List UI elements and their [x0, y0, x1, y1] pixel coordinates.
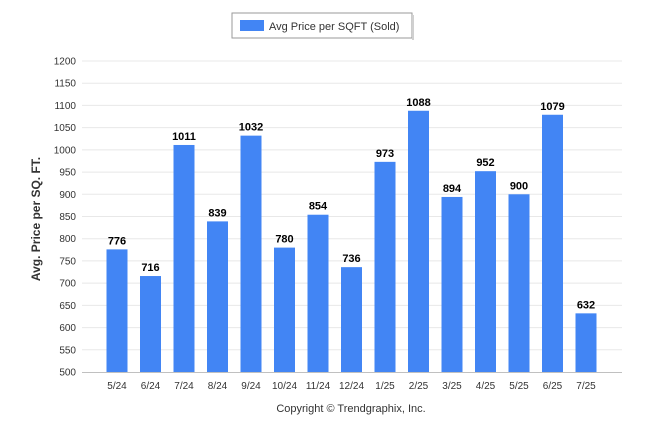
bar [542, 114, 563, 372]
x-tick-label: 3/25 [442, 381, 462, 392]
x-tick-label: 7/24 [174, 381, 194, 392]
bar [341, 267, 362, 372]
y-tick-label: 950 [59, 168, 76, 179]
x-tick-label: 8/24 [208, 381, 228, 392]
y-tick-label: 1200 [54, 57, 77, 68]
data-label: 736 [342, 253, 360, 265]
x-tick-label: 4/25 [476, 381, 496, 392]
x-tick-label: 5/24 [107, 381, 127, 392]
data-label: 952 [476, 157, 494, 169]
x-tick-label: 9/24 [241, 381, 261, 392]
data-label: 894 [443, 183, 462, 195]
bar [274, 247, 295, 372]
data-label: 854 [309, 201, 328, 213]
copyright-text: Copyright © Trendgraphix, Inc. [276, 403, 425, 415]
x-axis-ticks: 5/24 6/24 7/24 8/24 9/24 10/24 11/24 12/24 1/25 2… [107, 381, 596, 392]
x-tick-label: 6/24 [141, 381, 161, 392]
data-label: 839 [208, 207, 226, 219]
bar [106, 249, 128, 372]
y-axis-ticks: 500 550 600 650 700 750 800 850 900 950 1000 1050 11… [54, 57, 77, 379]
x-tick-label: 1/25 [375, 381, 395, 392]
data-label: 1079 [540, 101, 564, 113]
data-label: 632 [577, 299, 595, 311]
data-label: 1088 [406, 97, 430, 109]
data-label: 900 [510, 180, 528, 192]
y-tick-label: 800 [59, 234, 76, 245]
legend-box-shadow [412, 15, 414, 40]
x-tick-label: 7/25 [576, 381, 596, 392]
y-tick-label: 500 [59, 368, 76, 379]
data-label: 780 [275, 234, 293, 246]
x-tick-label: 10/24 [272, 381, 297, 392]
bar [441, 196, 463, 372]
bars [106, 110, 597, 372]
y-tick-label: 1050 [54, 123, 77, 134]
legend-swatch [240, 20, 264, 31]
grid-lines [82, 60, 622, 351]
y-tick-label: 750 [59, 256, 76, 267]
x-tick-label: 11/24 [306, 381, 331, 392]
y-tick-label: 900 [59, 190, 76, 201]
y-tick-label: 600 [59, 323, 76, 334]
bar [173, 144, 195, 372]
x-tick-label: 5/25 [509, 381, 529, 392]
y-tick-label: 550 [59, 345, 76, 356]
bar [475, 171, 496, 372]
y-tick-label: 850 [59, 212, 76, 223]
y-tick-label: 650 [59, 301, 76, 312]
data-label: 1032 [239, 122, 263, 134]
x-tick-label: 6/25 [543, 381, 563, 392]
bar [374, 161, 396, 372]
bar [575, 313, 597, 372]
data-label: 1011 [172, 131, 196, 143]
y-tick-label: 700 [59, 279, 76, 290]
legend-label: Avg Price per SQFT (Sold) [269, 21, 399, 33]
bar [240, 135, 262, 372]
x-tick-label: 2/25 [409, 381, 429, 392]
y-tick-label: 1150 [54, 79, 76, 90]
bar [140, 276, 161, 372]
data-label: 973 [376, 148, 394, 160]
bar [508, 194, 530, 372]
data-label: 716 [141, 262, 159, 274]
data-labels: 776 716 1011 839 1032 780 854 736 973 1088 894 952 9… [108, 97, 595, 312]
bar [307, 214, 329, 372]
x-tick-label: 12/24 [339, 381, 364, 392]
y-tick-label: 1100 [54, 101, 76, 112]
y-tick-label: 1000 [54, 145, 77, 156]
legend: Avg Price per SQFT (Sold) [231, 12, 414, 40]
bar [207, 221, 228, 372]
y-axis-label: Avg. Price per SQ. FT. [29, 157, 43, 281]
bar [408, 110, 429, 372]
data-label: 776 [108, 235, 126, 247]
